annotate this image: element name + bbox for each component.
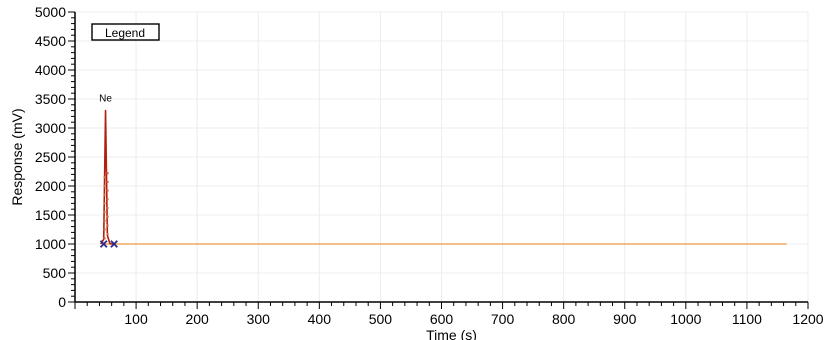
y-tick-label: 5000	[35, 4, 66, 20]
peak-dot	[103, 237, 106, 240]
y-tick-label: 3000	[35, 120, 66, 136]
x-tick-label: 900	[613, 311, 637, 327]
marker-stroke	[110, 240, 118, 248]
y-tick-label: 500	[43, 265, 67, 281]
peak-dot	[106, 180, 109, 184]
y-tick-label: 4000	[35, 62, 66, 78]
x-tick-label: 800	[552, 311, 576, 327]
y-tick-label: 1500	[35, 207, 66, 223]
peak-dot	[103, 193, 106, 196]
x-tick-label: 700	[491, 311, 515, 327]
x-ticks: 100 200 300 400 500 600 700 800 900 1000 1100 1200	[74, 302, 824, 327]
legend-box	[91, 23, 160, 41]
x-axis-title: Time (s)	[426, 327, 477, 340]
marker-stroke	[99, 240, 108, 248]
peak-dot	[106, 189, 109, 192]
x-tick-label: 100	[124, 311, 148, 327]
y-tick-label: 4500	[35, 33, 66, 49]
peak-boundary-marker	[99, 240, 108, 248]
peak-dot	[103, 202, 106, 205]
y-tick-label: 0	[58, 294, 66, 310]
peak-dot	[106, 232, 109, 236]
x-tick-label: 1200	[792, 311, 823, 327]
y-tick-label: 2000	[35, 178, 66, 194]
x-tick-label: 1000	[670, 311, 701, 327]
peak-dot	[106, 198, 109, 201]
x-tick-label: 300	[247, 311, 271, 327]
peak-dot	[103, 210, 106, 214]
y-axis-title: Response (mV)	[9, 108, 25, 205]
x-tick-label: 500	[369, 311, 393, 327]
peak-dot	[106, 206, 109, 210]
legend-label: Legend	[105, 26, 145, 40]
peak-boundary-marker	[110, 240, 118, 248]
peak-dot	[103, 176, 106, 179]
peak-dot	[106, 215, 109, 218]
peak-dot	[106, 172, 109, 175]
legend: Legend	[91, 23, 160, 41]
peak-dot	[103, 228, 106, 231]
y-tick-label: 1000	[35, 236, 66, 252]
y-tick-label: 2500	[35, 149, 66, 165]
peak-label: Ne	[99, 94, 112, 105]
y-tick-label: 3500	[35, 91, 66, 107]
peak-dot	[103, 184, 106, 188]
x-tick-label: 1100	[732, 311, 762, 327]
peak-dot	[106, 224, 109, 227]
peak-dot	[103, 219, 106, 222]
y-ticks: 0 500 1000 1500 2000 2500 3000 3500 4000 4500 5000	[35, 4, 75, 310]
x-tick-label: 400	[308, 311, 332, 327]
x-tick-label: 600	[430, 311, 454, 327]
x-tick-label: 200	[185, 311, 209, 327]
peak-fill-dots	[103, 172, 109, 240]
